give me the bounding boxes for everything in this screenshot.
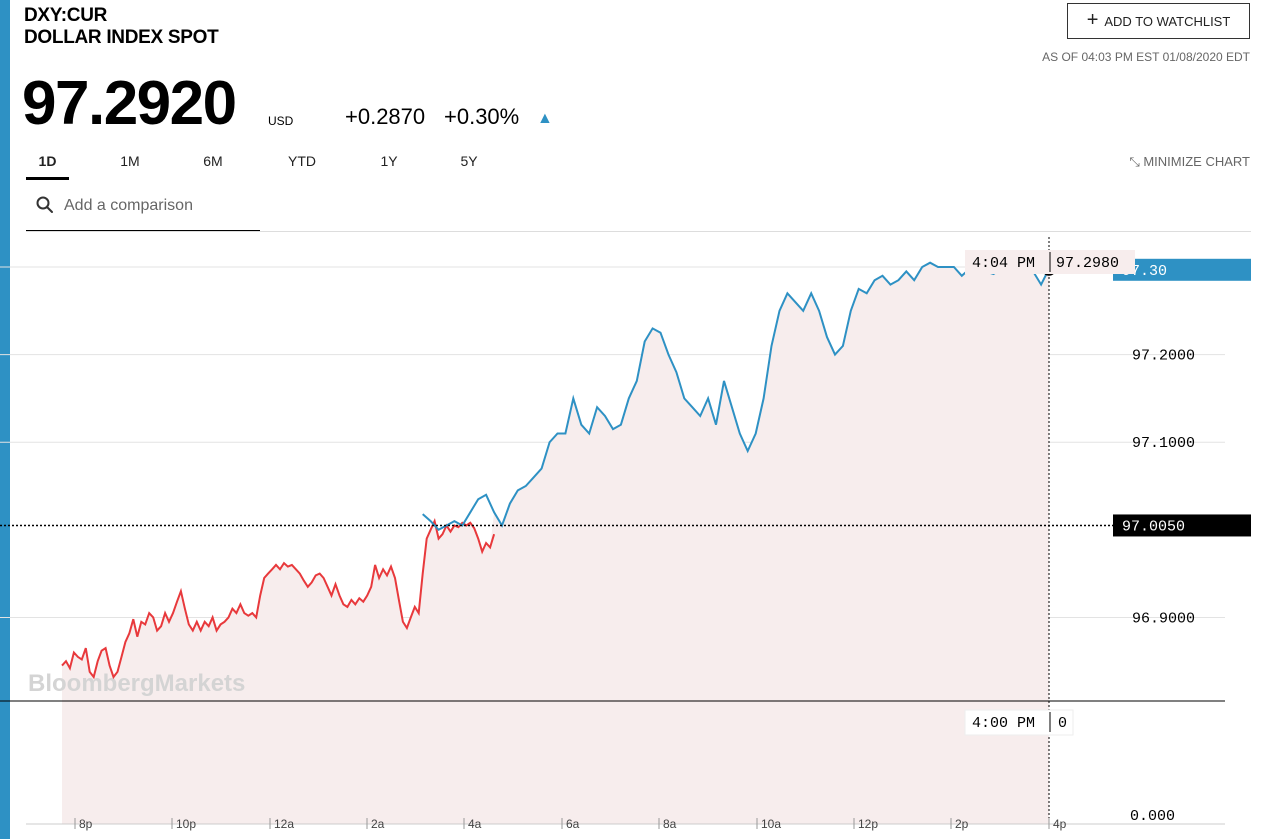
x-tick-label: 10p: [176, 817, 196, 831]
x-tick-label: 10a: [761, 817, 781, 831]
comparison-search: [26, 186, 260, 231]
minimize-chart-button[interactable]: ⤡ MINIMIZE CHART: [1129, 154, 1250, 170]
x-tick-label: 12p: [858, 817, 878, 831]
series-line-red: [61, 518, 496, 680]
reference-value: 97.0050: [1122, 518, 1185, 535]
y-tick-label: 97.2000: [1132, 348, 1195, 365]
x-tick-label: 6a: [566, 817, 580, 831]
crosshair-time: 4:04 PM: [972, 255, 1035, 272]
minimize-chart-label: MINIMIZE CHART: [1143, 154, 1250, 169]
series-line-blue: [422, 261, 1050, 532]
watermark: BloombergMarkets: [28, 670, 245, 697]
tab-6m[interactable]: 6M: [203, 153, 223, 169]
up-arrow-icon: ▲: [537, 110, 553, 127]
tab-1d[interactable]: 1D: [26, 153, 69, 180]
crosshair-value: 97.2980: [1056, 255, 1119, 272]
tab-ytd[interactable]: YTD: [288, 153, 316, 169]
comparison-input[interactable]: [64, 192, 254, 220]
price-chart[interactable]: BloombergMarkets 97.0050 97.30 4:04 PM 9…: [0, 232, 1263, 839]
currency-label: USD: [268, 114, 294, 128]
y-tick-label: 97.1000: [1132, 435, 1195, 452]
price-change-percent: +0.30%: [444, 104, 520, 129]
y-axis: 97.2000 97.1000 96.9000: [1132, 348, 1195, 628]
add-to-watchlist-label: ADD TO WATCHLIST: [1104, 13, 1231, 29]
volume-value: 0: [1058, 715, 1067, 732]
volume-axis-tick: 0.000: [1130, 808, 1175, 825]
reference-label: 97.0050: [1113, 514, 1251, 537]
add-to-watchlist-button[interactable]: + ADD TO WATCHLIST: [1067, 3, 1250, 39]
volume-tooltip: 4:00 PM 0: [964, 709, 1074, 736]
plus-icon: +: [1086, 9, 1099, 31]
y-tick-label: 96.9000: [1132, 610, 1195, 627]
x-axis: 8p 10p 12a 2a 4a 6a 8a 10a 12p 2p 4p: [74, 817, 1067, 831]
divider: [26, 231, 1251, 232]
accent-bar: [0, 0, 10, 839]
tab-5y[interactable]: 5Y: [460, 153, 478, 169]
price-value: 97.2920: [22, 69, 237, 138]
crosshair-tooltip: 4:04 PM 97.2980: [965, 250, 1135, 274]
x-tick-label: 12a: [274, 817, 294, 831]
x-tick-label: 8p: [79, 817, 93, 831]
tab-1y[interactable]: 1Y: [380, 153, 398, 169]
instrument-name: DOLLAR INDEX SPOT: [24, 27, 219, 48]
tab-1m[interactable]: 1M: [120, 153, 140, 169]
x-tick-label: 2a: [371, 817, 385, 831]
search-icon: [36, 196, 53, 213]
minimize-icon: ⤡: [1129, 154, 1140, 169]
x-tick-label: 2p: [955, 817, 969, 831]
volume-time: 4:00 PM: [972, 715, 1035, 732]
price-change: +0.2870: [345, 104, 426, 129]
x-tick-label: 4p: [1053, 817, 1067, 831]
x-tick-label: 8a: [663, 817, 677, 831]
as-of-timestamp: AS OF 04:03 PM EST 01/08/2020 EDT: [1042, 50, 1250, 64]
ticker-symbol: DXY:CUR: [24, 5, 108, 26]
x-tick-label: 4a: [468, 817, 482, 831]
price-area-fill: [62, 262, 1049, 824]
